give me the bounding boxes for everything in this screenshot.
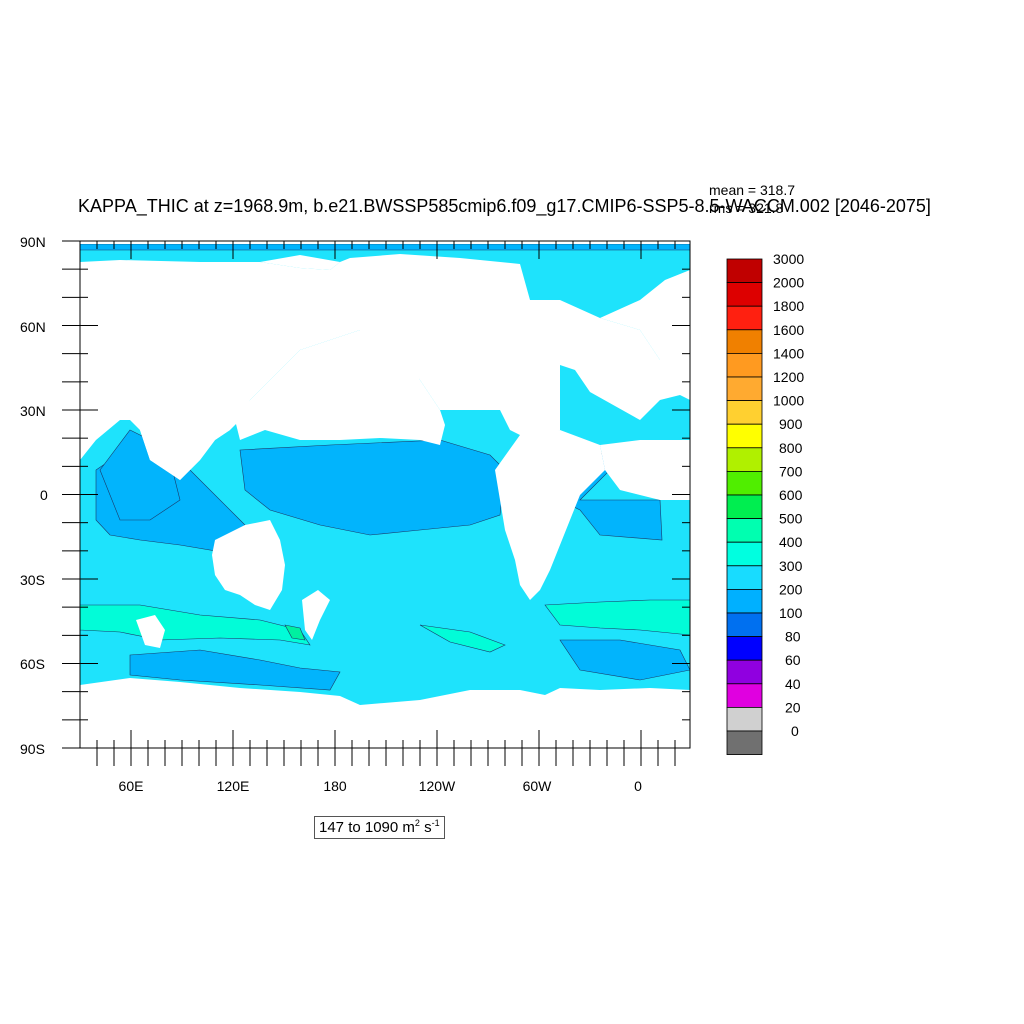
colorbar: 3000200018001600140012001000900800700600… (726, 251, 804, 756)
lon-label: 180 (323, 778, 347, 794)
land-eurasia (80, 254, 660, 480)
colorbar-level-label: 500 (779, 511, 803, 527)
lat-label: 60S (20, 656, 45, 672)
colorbar-swatch (726, 305, 763, 331)
lat-label: 30S (20, 572, 45, 588)
land-arctic (80, 241, 690, 270)
mean-value: mean = 318.7 (709, 182, 796, 198)
colorbar-level-label: 0 (791, 723, 799, 739)
colorbar-swatch (726, 329, 763, 354)
colorbar-swatch (726, 730, 763, 756)
land-madagascar (136, 615, 165, 648)
lon-label: 60E (119, 778, 144, 794)
colorbar-swatch (726, 376, 763, 402)
lat-label: 90N (20, 234, 46, 250)
colorbar-level-label: 1000 (773, 393, 804, 409)
colorbar-level-label: 1200 (773, 369, 804, 385)
colorbar-swatch (726, 707, 763, 732)
land-australia (212, 520, 285, 610)
land-new-zealand (302, 590, 330, 640)
colorbar-swatch (726, 494, 763, 520)
colorbar-level-label: 1800 (773, 298, 804, 314)
colorbar-level-label: 60 (785, 652, 801, 668)
colorbar-swatch (726, 400, 763, 425)
exp-s: -1 (431, 818, 440, 828)
colorbar-level-label: 1400 (773, 345, 804, 361)
colorbar-swatch (726, 518, 763, 543)
colorbar-swatch (726, 565, 763, 590)
colorbar-swatch (726, 659, 763, 685)
colorbar-level-label: 1600 (773, 322, 804, 338)
region-200-300-antarctic-coast (129, 649, 341, 691)
colorbar-level-label: 100 (779, 605, 803, 621)
lon-label: 120E (217, 778, 250, 794)
land-europe (600, 270, 690, 400)
lon-label: 60W (523, 778, 553, 794)
colorbar-level-label: 3000 (773, 251, 804, 267)
region-200-300-weddell (559, 639, 690, 681)
colorbar-level-label: 200 (779, 581, 803, 597)
colorbar-swatch (726, 258, 763, 284)
latitude-labels: 90N 60N 30N 0 30S 60S 90S (20, 234, 48, 757)
lat-label: 60N (20, 319, 46, 335)
range-unit: s (419, 819, 432, 836)
colorbar-swatch (726, 636, 763, 661)
colorbar-level-label: 900 (779, 416, 803, 432)
colorbar-level-label: 40 (785, 676, 801, 692)
colorbar-level-label: 800 (779, 440, 803, 456)
exp-m: 2 (414, 818, 420, 828)
map-field (80, 241, 690, 748)
colorbar-level-label: 2000 (773, 275, 804, 291)
range-text: 147 to 1090 m (319, 819, 415, 836)
colorbar-level-label: 20 (785, 699, 801, 715)
region-400-500-south-pacific (419, 624, 506, 653)
colorbar-swatch (726, 282, 763, 307)
colorbar-swatch (726, 447, 763, 472)
colorbar-swatch (726, 612, 763, 638)
colorbar-swatch (726, 541, 763, 567)
lon-label: 120W (419, 778, 456, 794)
region-arctic-strip (80, 243, 690, 251)
region-400-500-acc-atlantic (544, 599, 690, 636)
colorbar-swatch (726, 352, 763, 378)
lon-label: 0 (634, 778, 642, 794)
colorbar-level-label: 80 (785, 629, 801, 645)
land-africa (80, 420, 605, 600)
lat-label: 30N (20, 403, 46, 419)
region-500-600-patch (284, 624, 306, 641)
lat-label: 90S (20, 741, 45, 757)
rms-value: rms = 321.8 (709, 200, 784, 216)
units-range-box: 147 to 1090 m2 s-1 (314, 816, 445, 839)
plot-title: KAPPA_THIC at z=1968.9m, b.e21.BWSSP585c… (78, 196, 931, 216)
colorbar-level-label: 600 (779, 487, 803, 503)
colorbar-swatch (726, 683, 763, 708)
land-north-america (235, 330, 445, 445)
lat-label: 0 (40, 487, 48, 503)
colorbar-swatch (726, 589, 763, 614)
colorbar-level-label: 400 (779, 534, 803, 550)
axis-ticks (62, 240, 690, 766)
colorbar-level-label: 300 (779, 558, 803, 574)
region-400-500-acc (80, 604, 311, 646)
longitude-labels: 60E 120E 180 120W 60W 0 (119, 778, 643, 794)
colorbar-swatch (726, 470, 763, 496)
land-india (140, 425, 230, 480)
colorbar-level-label: 700 (779, 463, 803, 479)
land-africa-east (600, 440, 690, 500)
colorbar-swatch (726, 423, 763, 449)
